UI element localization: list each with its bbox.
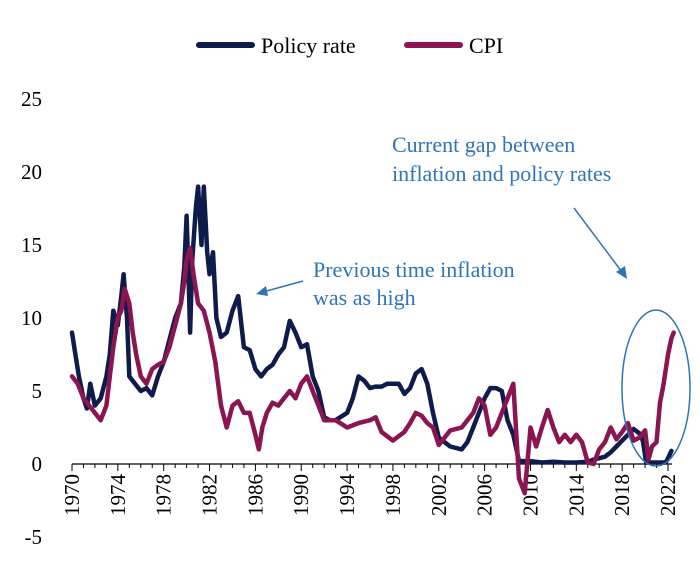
x-tick-label: 1994 bbox=[335, 474, 359, 517]
x-tick-label: 1986 bbox=[243, 474, 267, 516]
x-tick-label: 2014 bbox=[564, 474, 588, 517]
annotation-current-gap: Current gap between inflation and policy … bbox=[392, 132, 691, 467]
legend-cpi-label: CPI bbox=[469, 33, 503, 58]
x-axis: 1970 1974 1978 1982 1986 1990 1994 1998 2002 2006… bbox=[60, 463, 680, 517]
y-tick-label: -5 bbox=[25, 525, 43, 549]
x-tick-label: 1982 bbox=[198, 474, 222, 516]
x-tick-label: 2018 bbox=[610, 474, 634, 516]
x-tick-label: 2002 bbox=[427, 474, 451, 516]
y-tick-label: 20 bbox=[21, 160, 42, 184]
legend-cpi: CPI bbox=[404, 33, 503, 58]
annotation-text-line: Previous time inflation bbox=[313, 257, 515, 282]
y-tick-label: 25 bbox=[21, 87, 42, 111]
legend-policy-rate: Policy rate bbox=[196, 33, 356, 58]
y-axis-ticks: -5 0 5 10 15 20 25 bbox=[21, 87, 42, 549]
annotation-highlight-ellipse bbox=[621, 309, 691, 467]
x-tick-label: 2022 bbox=[656, 474, 680, 516]
x-tick-label: 1970 bbox=[60, 474, 84, 516]
x-tick-label: 2006 bbox=[473, 474, 497, 516]
y-tick-label: 5 bbox=[32, 379, 43, 403]
series-line-policy-rate bbox=[69, 184, 674, 465]
annotation-text-line: Current gap between bbox=[392, 132, 575, 157]
y-tick-label: 10 bbox=[21, 306, 42, 330]
annotation-arrowhead bbox=[616, 266, 627, 279]
x-tick-label: 2010 bbox=[518, 474, 542, 516]
x-tick-label: 1990 bbox=[289, 474, 313, 516]
y-tick-label: 15 bbox=[21, 233, 42, 257]
legend: Policy rate CPI bbox=[196, 33, 503, 58]
annotation-arrowhead bbox=[256, 286, 268, 296]
x-tick-label: 1978 bbox=[152, 474, 176, 516]
annotation-arrow-line bbox=[573, 207, 623, 273]
x-tick-label: 1998 bbox=[381, 474, 405, 516]
legend-policy-rate-label: Policy rate bbox=[261, 33, 356, 58]
annotation-text-line: inflation and policy rates bbox=[392, 161, 611, 186]
annotation-text-line: was as high bbox=[313, 285, 416, 310]
x-tick-label: 1974 bbox=[106, 474, 130, 517]
annotation-arrow-line bbox=[262, 280, 304, 293]
y-tick-label: 0 bbox=[32, 452, 43, 476]
series-lines bbox=[69, 184, 676, 496]
annotation-previous-inflation: Previous time inflation was as high bbox=[256, 257, 515, 310]
series-line-cpi bbox=[69, 245, 676, 496]
